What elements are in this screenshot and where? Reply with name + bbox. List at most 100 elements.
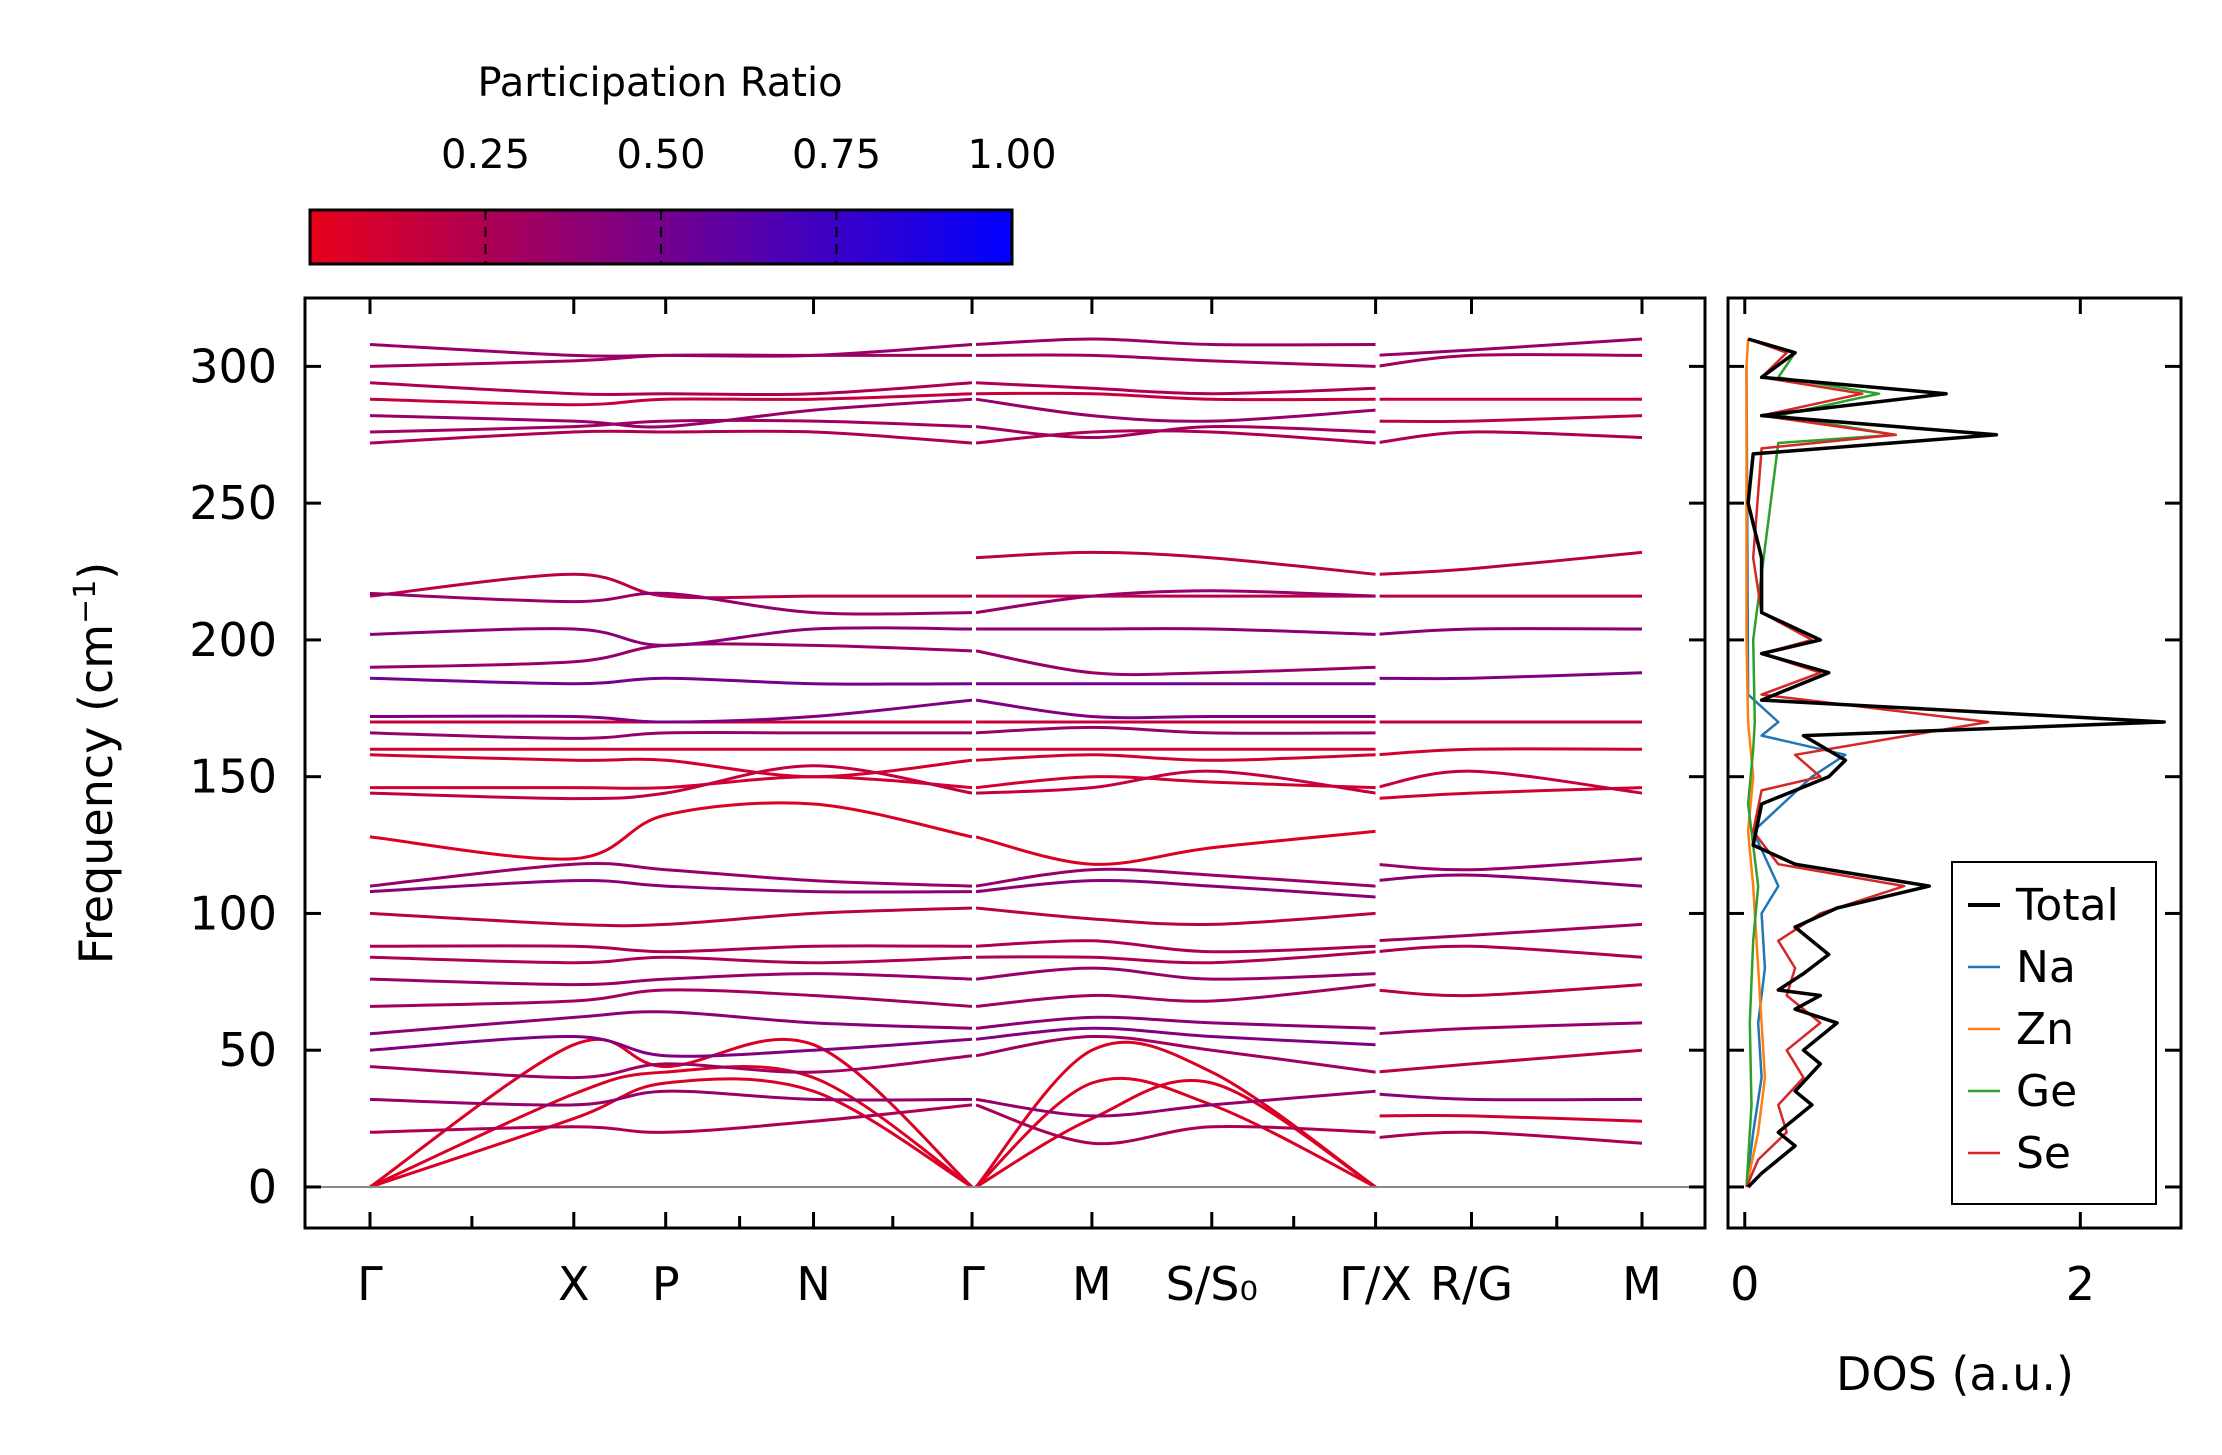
band-line-band-low-2	[975, 1089, 1376, 1118]
legend: Total Na Zn Ge Se	[1951, 861, 2157, 1205]
legend-label-total: Total	[2015, 880, 2119, 931]
band-line-acoustic-3	[974, 1040, 1377, 1189]
legend-box	[1951, 861, 2157, 1205]
colorbar-tick-label: 1.00	[967, 132, 1056, 178]
band-line-band-217	[369, 591, 973, 616]
band-line-band-150-3	[975, 753, 1376, 762]
band-y-tick-label: 300	[189, 339, 277, 393]
band-line-band-mid-9	[975, 829, 1376, 866]
band-line-seg3-310	[1375, 337, 1643, 357]
dos-x-axis-title: DOS (a.u.)	[1836, 1347, 2074, 1401]
band-line-seg3-low-4	[1375, 1048, 1643, 1074]
dos-x-tick-label: 2	[2066, 1257, 2095, 1311]
band-line-band-272	[369, 429, 973, 445]
band-structure-panel: 0 50 100 150 200 250 300 Γ X P N Γ M S/S₀ Γ/X R/G M Fre…	[68, 296, 1707, 1311]
legend-label-zn: Zn	[2016, 1004, 2074, 1055]
band-line-band-150-1	[975, 775, 1376, 790]
band-line-band-190	[975, 649, 1376, 677]
band-line-band-165	[975, 725, 1376, 735]
colorbar: Participation Ratio 0.25 0.50 0.75 1.00	[308, 60, 1057, 266]
band-line-seg3-mid-6	[1375, 857, 1643, 872]
band-line-band-mid-1	[369, 1010, 973, 1036]
band-line-band-mid-2	[369, 988, 973, 1008]
band-line-band-276	[975, 424, 1376, 440]
dos-lines	[1745, 337, 2166, 1189]
kpoint-label: Γ	[959, 1257, 985, 1311]
band-line-band-low-3	[975, 1034, 1376, 1074]
band-line-seg3-272	[1375, 430, 1643, 445]
band-line-band-282	[975, 397, 1376, 423]
kpoint-label: P	[652, 1257, 680, 1311]
band-line-seg3-low-1	[1375, 1130, 1643, 1145]
band-y-tick-label: 150	[189, 750, 277, 804]
band-line-seg3-mid-5	[1375, 873, 1643, 888]
band-line-seg3-300	[1375, 353, 1643, 368]
band-line-band-150-1	[370, 775, 973, 790]
band-line-band-mid-4	[975, 950, 1376, 965]
dos-y-ticks	[1728, 364, 2181, 1189]
band-line-band-low-1	[975, 1103, 1376, 1146]
band-line-band-190	[369, 642, 973, 669]
band-line-band-172	[369, 698, 973, 724]
kpoint-label: M	[1072, 1257, 1112, 1311]
kpoint-label: X	[558, 1257, 590, 1311]
band-line-band-185	[369, 676, 973, 686]
dos-line-ge	[1745, 337, 1898, 1188]
band-y-axis: 0 50 100 150 200 250 300	[189, 339, 1705, 1214]
dos-line-zn	[1745, 338, 1767, 1188]
band-line-band-203	[976, 627, 1376, 636]
legend-label-ge: Ge	[2016, 1066, 2077, 1117]
band-line-band-216	[369, 572, 972, 600]
kpoint-label: N	[796, 1257, 830, 1311]
band-line-seg3-mid-1	[1375, 1021, 1643, 1036]
band-line-band-mid-6	[975, 906, 1376, 927]
band-line-band-276	[369, 418, 973, 434]
dos-x-tick-label: 0	[1730, 1257, 1759, 1311]
band-line-band-150-2	[975, 769, 1376, 795]
band-line-band-230	[971, 550, 1376, 576]
band-line-band-mid-8	[369, 861, 973, 888]
band-line-band-low-4	[369, 1034, 973, 1058]
band-line-band-308	[369, 343, 973, 358]
kpoint-label: Γ/X	[1339, 1257, 1412, 1311]
band-line-seg3-mid-2	[1375, 983, 1643, 998]
legend-label-na: Na	[2016, 942, 2076, 993]
band-line-band-217	[975, 589, 1376, 615]
band-line-acoustic-3	[369, 1037, 974, 1189]
band-y-tick-label: 0	[248, 1160, 277, 1214]
band-line-seg3-150-2	[1375, 769, 1643, 795]
band-line-band-288	[369, 392, 973, 407]
band-line-seg3-low-3	[1375, 1092, 1643, 1102]
band-line-band-mid-7	[369, 878, 973, 894]
colorbar-tick-label: 0.25	[441, 132, 530, 178]
band-line-band-low-2	[369, 1089, 973, 1107]
band-line-band-mid-5	[975, 939, 1376, 954]
band-line-band-165	[369, 731, 972, 740]
band-line-band-mid-9	[369, 801, 973, 861]
kpoint-label: Γ	[357, 1257, 383, 1311]
band-line-band-low-1	[369, 1103, 973, 1134]
band-line-seg3-mid-3	[1375, 944, 1643, 959]
band-line-band-308	[975, 337, 1376, 347]
kpoint-label: S/S₀	[1166, 1257, 1258, 1311]
colorbar-tick-label: 0.50	[616, 132, 705, 178]
band-line-acoustic-2	[974, 1076, 1377, 1189]
band-line-seg3-280	[1375, 414, 1643, 423]
band-line-band-150-3	[369, 753, 973, 779]
band-y-tick-label: 250	[189, 476, 277, 530]
band-line-band-203	[369, 626, 973, 647]
band-line-band-293	[369, 381, 973, 397]
band-line-band-230	[1379, 550, 1643, 576]
band-x-axis: Γ X P N Γ M S/S₀ Γ/X R/G M	[357, 298, 1662, 1311]
colorbar-title: Participation Ratio	[477, 60, 842, 106]
band-line-band-mid-6	[369, 906, 973, 928]
band-y-axis-title: Frequency (cm−1)	[68, 562, 124, 965]
band-y-tick-label: 200	[189, 613, 277, 667]
band-line-band-mid-5	[369, 944, 973, 954]
band-line-seg3-160	[1375, 747, 1643, 757]
band-axes-frame	[303, 296, 1707, 1230]
dos-line-na	[1745, 366, 1847, 1188]
band-line-band-mid-1	[975, 1015, 1376, 1030]
